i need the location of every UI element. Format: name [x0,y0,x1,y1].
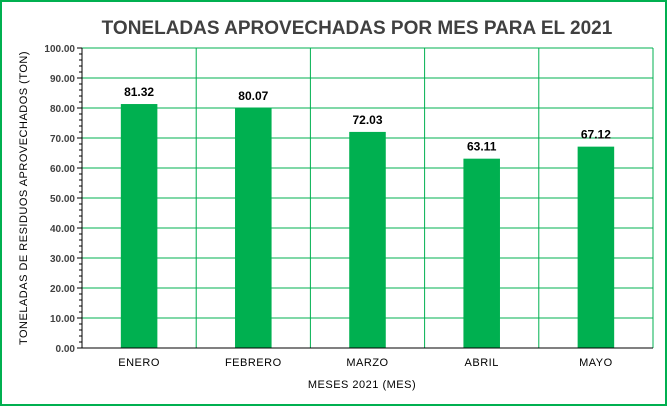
chart-title: TONELADAS APROVECHADAS POR MES PARA EL 2… [102,18,613,39]
y-tick-label: 50.00 [50,194,75,205]
bar-abril [463,158,500,348]
y-tick-label: 40.00 [50,224,75,235]
x-category-label: ABRIL [465,357,499,369]
data-label: 63.11 [467,140,497,154]
bar-layer [120,104,615,348]
label-layer: 81.32 ENERO 80.07 FEBRERO 72.03 MARZO 63.11 ABR… [118,85,612,369]
y-tick-label: 80.00 [50,104,75,115]
bar-febrero [235,107,272,348]
data-label: 81.32 [124,85,154,99]
bar-enero [120,104,158,348]
x-category-label: ENERO [118,357,160,369]
y-tick-label: 20.00 [50,284,75,295]
bar-marzo [349,131,386,348]
y-tick-label: 70.00 [50,134,75,145]
y-axis-title: TONELADAS DE RESIDUOS APROVECHADOS (TON) [18,51,30,345]
x-category-label: MARZO [346,357,388,369]
x-category-label: FEBRERO [225,357,282,369]
y-tick-label: 0.00 [56,344,76,355]
y-tick-label: 10.00 [50,314,75,325]
bar-mayo [577,146,615,348]
y-tick-label: 30.00 [50,254,75,265]
data-label: 67.12 [581,128,611,142]
x-axis-title: MESES 2021 (MES) [308,379,416,391]
y-tick-label: 60.00 [50,164,75,175]
data-label: 80.07 [238,89,268,103]
data-label: 72.03 [352,113,382,127]
x-category-label: MAYO [579,357,613,369]
axis-layer: 0.00 10.00 20.00 30.00 40.00 50.00 60.00 70.00 8… [44,44,653,355]
y-tick-label: 100.00 [44,44,75,55]
y-tick-label: 90.00 [50,74,75,85]
